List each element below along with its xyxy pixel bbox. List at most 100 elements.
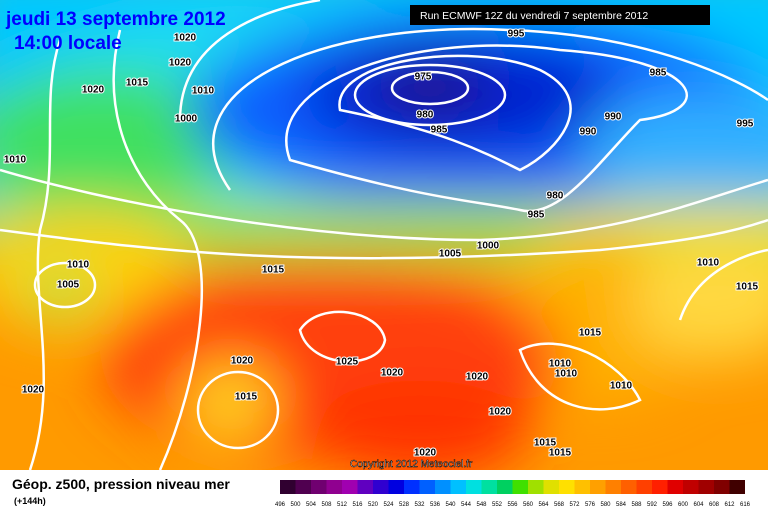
isobar-label: 1025 [336,357,359,368]
scale-label: 568 [554,502,565,508]
scale-swatch [481,480,497,494]
lead-time: (+144h) [14,496,46,506]
scale-swatch [652,480,668,494]
scale-label: 528 [399,502,410,508]
isobar-label: 1010 [192,86,215,97]
scale-swatch [512,480,528,494]
scale-swatch [636,480,652,494]
isobar-label: 1020 [231,356,254,367]
scale-swatch [605,480,621,494]
scale-label: 580 [600,502,611,508]
scale-swatch [435,480,451,494]
isobar-label: 1015 [126,78,149,89]
scale-swatch [342,480,358,494]
scale-swatch [590,480,606,494]
scale-swatch [466,480,482,494]
isobar-label: 1005 [439,249,462,260]
scale-label: 540 [445,502,456,508]
scale-label: 564 [538,502,549,508]
date: jeudi 13 septembre 2012 [5,9,226,30]
scale-label: 500 [290,502,301,508]
isobar-label: 1010 [549,359,572,370]
run-info: Run ECMWF 12Z du vendredi 7 septembre 20… [420,10,648,22]
scale-swatch [497,480,513,494]
isobar-label: 1010 [555,369,578,380]
scale-swatch [450,480,466,494]
scale-label: 604 [693,502,704,508]
scale-label: 584 [616,502,627,508]
isobar-label: 1000 [477,241,500,252]
isobar-label: 1015 [235,392,258,403]
scale-swatch [667,480,683,494]
scale-label: 516 [352,502,363,508]
scale-swatch [574,480,590,494]
scale-swatch [388,480,404,494]
isobar-label: 1010 [610,381,633,392]
color-scale: 496 500 504 508 512 516 520 524 528 532 536 540 544 5… [275,480,751,508]
scale-swatch [729,480,745,494]
isobar-label: 1010 [4,155,27,166]
scale-label: 560 [523,502,534,508]
scale-swatch [683,480,699,494]
isobar-label: 1015 [736,282,759,293]
isobar-label: 995 [508,29,525,40]
scale-swatch [357,480,373,494]
scale-swatch [559,480,575,494]
scale-label: 592 [647,502,658,508]
isobar-label: 990 [580,127,597,138]
scale-label: 520 [368,502,379,508]
scale-label: 532 [414,502,425,508]
isobar-label: 1020 [381,368,404,379]
isobar-label: 1015 [534,438,557,449]
isobar-label: 980 [547,191,564,202]
isobar-label: 1015 [262,265,285,276]
scale-swatch [419,480,435,494]
scale-label: 552 [492,502,503,508]
isobar-label: 1020 [169,58,192,69]
scale-label: 596 [662,502,673,508]
isobar-label: 1005 [57,280,80,291]
isobar-label: 1010 [697,258,720,269]
scale-label: 504 [306,502,317,508]
isobar-label: 975 [415,72,432,83]
scale-label: 496 [275,502,286,508]
scale-swatch [280,480,296,494]
isobar-label: 1020 [466,372,489,383]
isobar-label: 1020 [22,385,45,396]
isobar-label: 1010 [67,260,90,271]
scale-swatch [326,480,342,494]
scale-swatch [404,480,420,494]
scale-swatch [311,480,327,494]
scale-label: 556 [507,502,518,508]
scale-label: 544 [461,502,472,508]
scale-swatch [295,480,311,494]
scale-label: 576 [585,502,596,508]
scale-label: 536 [430,502,441,508]
scale-label: 588 [631,502,642,508]
scale-swatch [373,480,389,494]
isobar-labels: 1020102010201015101010001010995975980985… [3,28,760,460]
header: jeudi 13 septembre 2012 14:00 locale Run… [5,5,710,54]
isobar-label: 985 [650,68,667,79]
isobar-label: 1015 [549,448,572,459]
isobar-label: 1020 [414,448,437,459]
isobars [0,0,768,470]
scale-label: 508 [321,502,332,508]
isobar-label: 995 [737,119,754,130]
isobar-label: 1015 [579,328,602,339]
scale-label: 512 [337,502,348,508]
scale-label: 600 [678,502,689,508]
scale-swatch [543,480,559,494]
scale-label: 524 [383,502,394,508]
copyright: Copyright 2012 Meteociel.fr [350,459,473,470]
scale-swatch [698,480,714,494]
isobar-label: 985 [431,125,448,136]
isobar-label: 985 [528,210,545,221]
footer-title: Géop. z500, pression niveau mer [12,476,230,492]
scale-label: 612 [724,502,735,508]
scale-label: 608 [709,502,720,508]
isobar-label: 1020 [489,407,512,418]
isobar-label: 980 [417,110,434,121]
scale-label: 572 [569,502,580,508]
